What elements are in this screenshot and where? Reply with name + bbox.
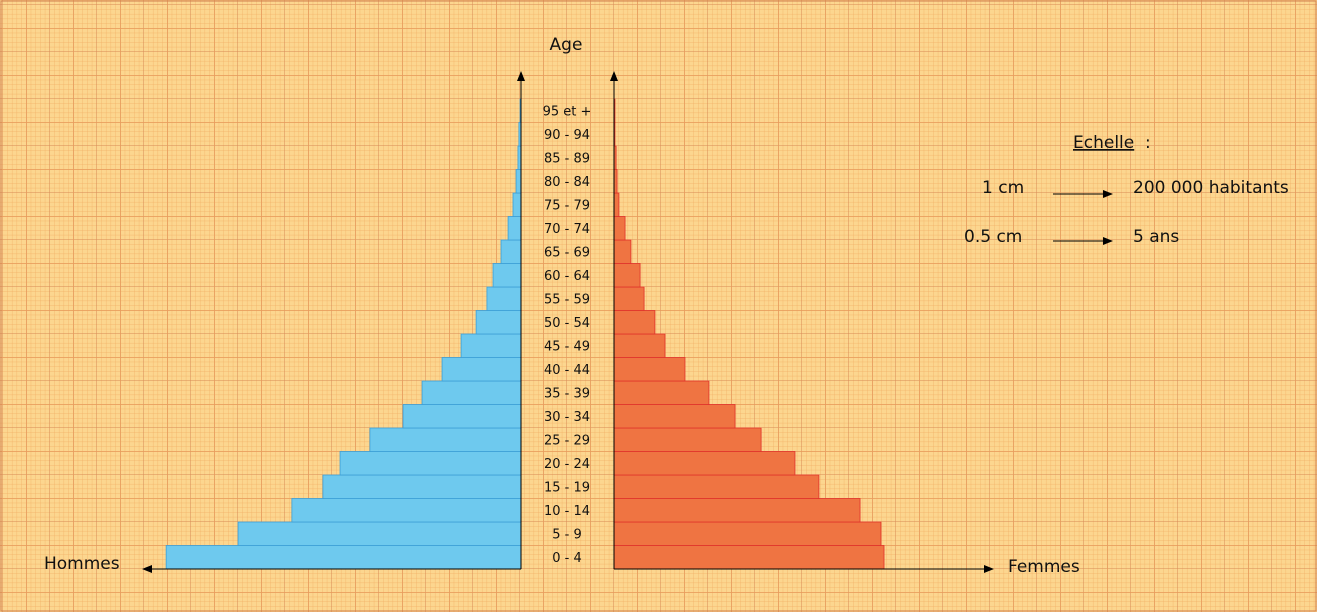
scale-right: 5 ans [1133, 227, 1179, 247]
bar [339, 451, 522, 476]
y-tick-label: 80 - 84 [544, 175, 590, 190]
y-tick-label: 85 - 89 [544, 151, 590, 166]
bar [500, 239, 522, 264]
bar [613, 216, 626, 241]
bar [613, 545, 885, 570]
y-tick-label: 60 - 64 [544, 269, 590, 284]
y-tick-label: 5 - 9 [552, 527, 582, 542]
bar [613, 286, 645, 311]
bar [322, 474, 522, 499]
scale-left: 1 cm [982, 178, 1024, 198]
bar [486, 286, 522, 311]
legend-women: Femmes [1008, 557, 1080, 577]
y-tick-label: 25 - 29 [544, 433, 590, 448]
y-tick-label: 90 - 94 [544, 128, 590, 143]
y-tick-label: 50 - 54 [544, 316, 590, 331]
bar [460, 333, 522, 358]
bar [613, 427, 762, 452]
y-tick-label: 45 - 49 [544, 339, 590, 354]
scale-separator: : [1145, 133, 1151, 153]
bar [369, 427, 522, 452]
y-tick-label: 55 - 59 [544, 292, 590, 307]
bar [421, 380, 522, 405]
y-tick-label: 10 - 14 [544, 504, 590, 519]
bar [613, 404, 736, 429]
bar [441, 357, 522, 382]
y-axis-label: Age [550, 35, 583, 55]
bar [512, 192, 522, 217]
y-tick-label: 0 - 4 [552, 551, 582, 566]
bar [613, 451, 796, 476]
bar [613, 380, 710, 405]
bar [492, 263, 522, 288]
scale-left: 0.5 cm [964, 227, 1022, 247]
bar [507, 216, 522, 241]
y-tick-label: 95 et + [543, 104, 592, 119]
bar [237, 521, 522, 546]
bar [402, 404, 522, 429]
y-tick-label: 75 - 79 [544, 198, 590, 213]
y-tick-label: 30 - 34 [544, 410, 590, 425]
bar [613, 474, 820, 499]
y-tick-label: 40 - 44 [544, 363, 590, 378]
legend-men: Hommes [44, 554, 120, 574]
bars [165, 98, 885, 570]
bar [613, 192, 620, 217]
y-tick-label: 20 - 24 [544, 457, 590, 472]
y-tick-label: 15 - 19 [544, 480, 590, 495]
scale-right: 200 000 habitants [1133, 178, 1289, 198]
bar [613, 310, 656, 335]
y-tick-label: 65 - 69 [544, 245, 590, 260]
bar [613, 498, 861, 523]
y-tick-label: 70 - 74 [544, 222, 590, 237]
bar [613, 239, 632, 264]
bar [291, 498, 522, 523]
y-tick-label: 35 - 39 [544, 386, 590, 401]
bar [613, 357, 686, 382]
bar [515, 169, 522, 194]
scale-title: Echelle [1073, 133, 1134, 153]
bar [165, 545, 522, 570]
bar [613, 333, 666, 358]
bar [475, 310, 522, 335]
bar [613, 263, 641, 288]
bar [613, 521, 882, 546]
